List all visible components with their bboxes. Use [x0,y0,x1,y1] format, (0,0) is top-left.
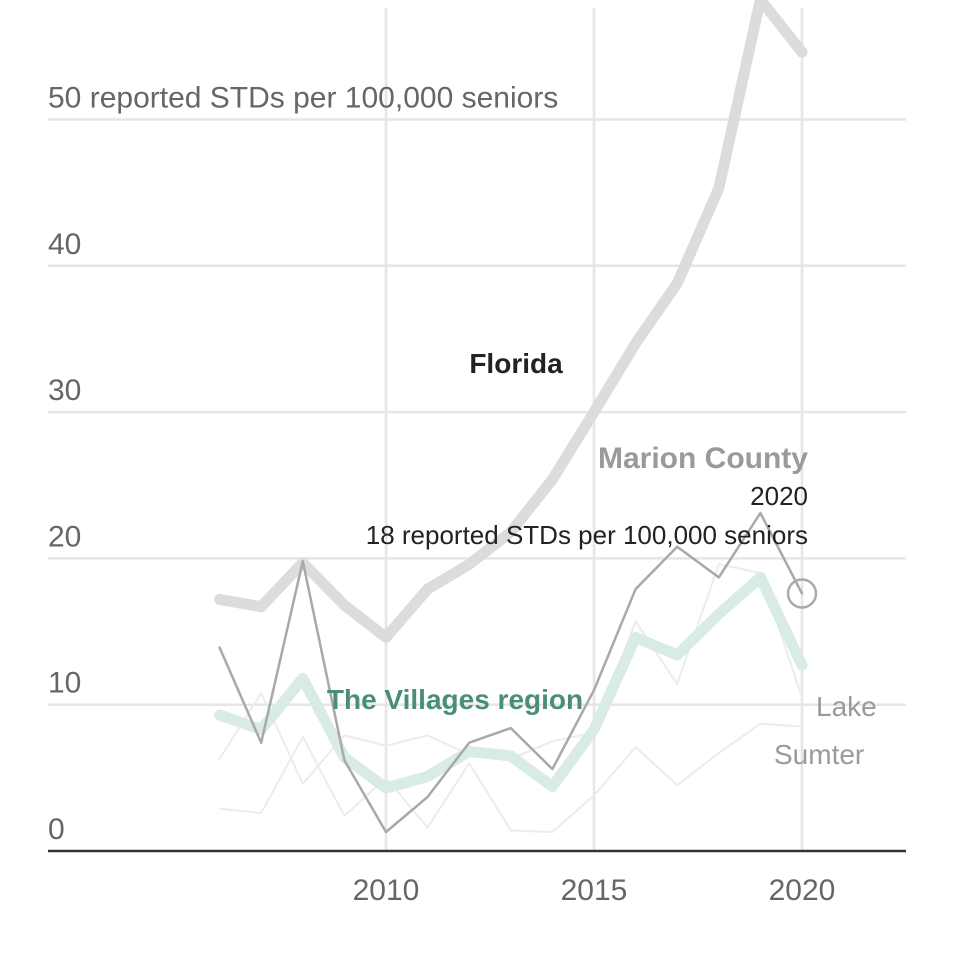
gridlines [48,8,906,853]
tooltip-year: 2020 [750,481,808,511]
label-marion-county: Marion County [598,442,808,475]
series-labels: Florida Marion County The Villages regio… [327,348,877,770]
x-tick-label: 2010 [353,874,420,907]
axis-ticks: 0 10 20 30 40 50 reported STDs per 100,000 se… [48,82,835,908]
series-line-sumter [218,722,803,833]
y-tick-label: 30 [48,374,81,407]
y-tick-label: 50 reported STDs per 100,000 seniors [48,82,558,115]
series-lines [214,0,808,834]
y-tick-label: 20 [48,520,81,553]
series-line-florida [214,0,808,643]
label-sumter: Sumter [774,739,864,770]
label-florida: Florida [469,348,563,379]
series-line-the-villages-region [214,571,808,794]
x-tick-label: 2015 [561,874,628,907]
label-lake: Lake [816,691,877,722]
hover-tooltip[interactable]: 2020 18 reported STDs per 100,000 senior… [366,481,818,609]
tooltip-value: 18 reported STDs per 100,000 seniors [366,520,808,550]
label-villages-region: The Villages region [327,684,583,715]
y-tick-label: 10 [48,667,81,700]
y-tick-label: 40 [48,228,81,261]
tooltip-marker[interactable] [786,578,818,609]
y-tick-label: 0 [48,813,65,846]
series-line-marion-county [218,511,804,834]
x-tick-label: 2020 [769,874,836,907]
